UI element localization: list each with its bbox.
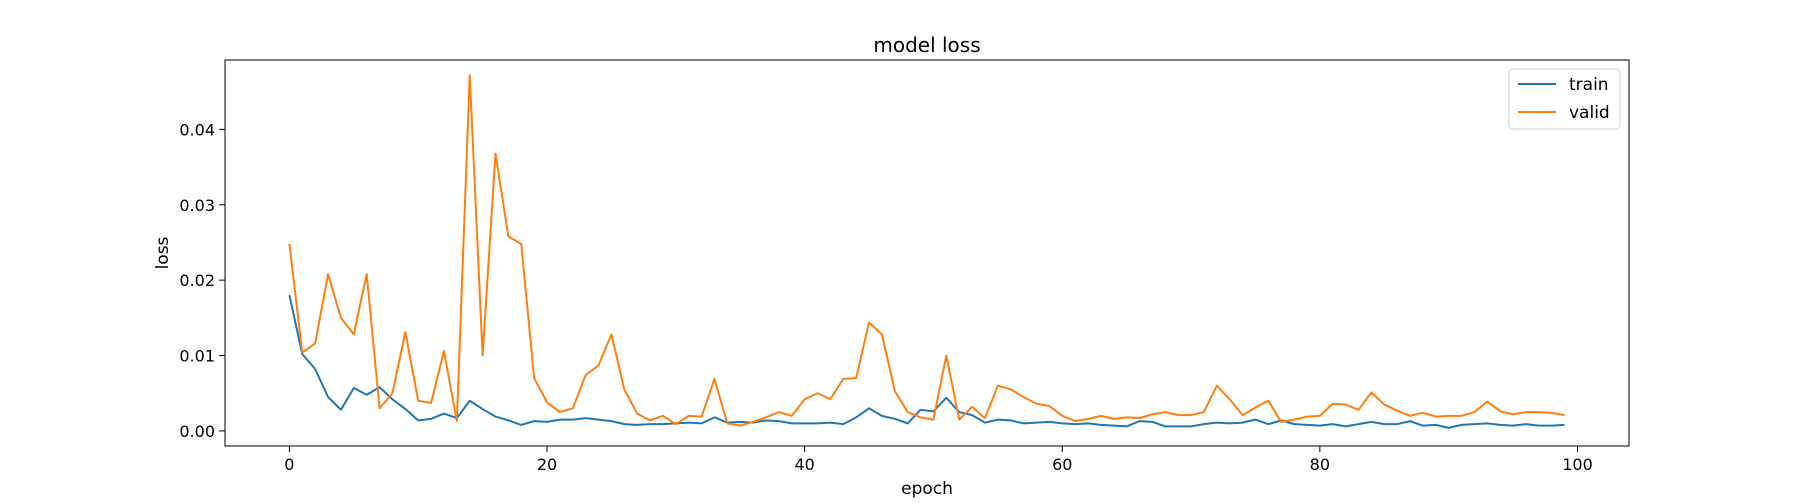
axes-frame [224,59,1630,447]
x-tick-label: 0 [284,455,294,474]
legend-label-valid: valid [1569,103,1610,123]
x-tick-label: 40 [794,455,814,474]
y-tick-label: 0.02 [179,271,215,290]
y-tick-label: 0.03 [179,196,215,215]
y-axis-label: loss [153,236,173,269]
y-axis: 0.00 0.01 0.02 0.03 0.04 [179,120,225,441]
series-line-valid [288,74,1565,427]
x-tick-label: 20 [537,455,557,474]
y-tick-label: 0.01 [179,347,215,366]
x-tick-label: 60 [1052,455,1072,474]
x-axis-label: epoch [901,479,953,499]
plot-area: 0 20 40 60 80 100 0.00 0.01 0.02 0.03 0.04 [179,59,1630,474]
legend: train valid [1508,68,1621,130]
x-tick-label: 100 [1562,455,1593,474]
series-lines [288,74,1565,429]
chart-title: model loss [873,33,980,57]
y-tick-label: 0.00 [179,422,215,441]
y-tick-label: 0.04 [179,120,215,139]
x-tick-label: 80 [1310,455,1330,474]
x-axis: 0 20 40 60 80 100 [284,446,1593,474]
legend-label-train: train [1569,75,1609,95]
series-line-train [288,295,1565,429]
